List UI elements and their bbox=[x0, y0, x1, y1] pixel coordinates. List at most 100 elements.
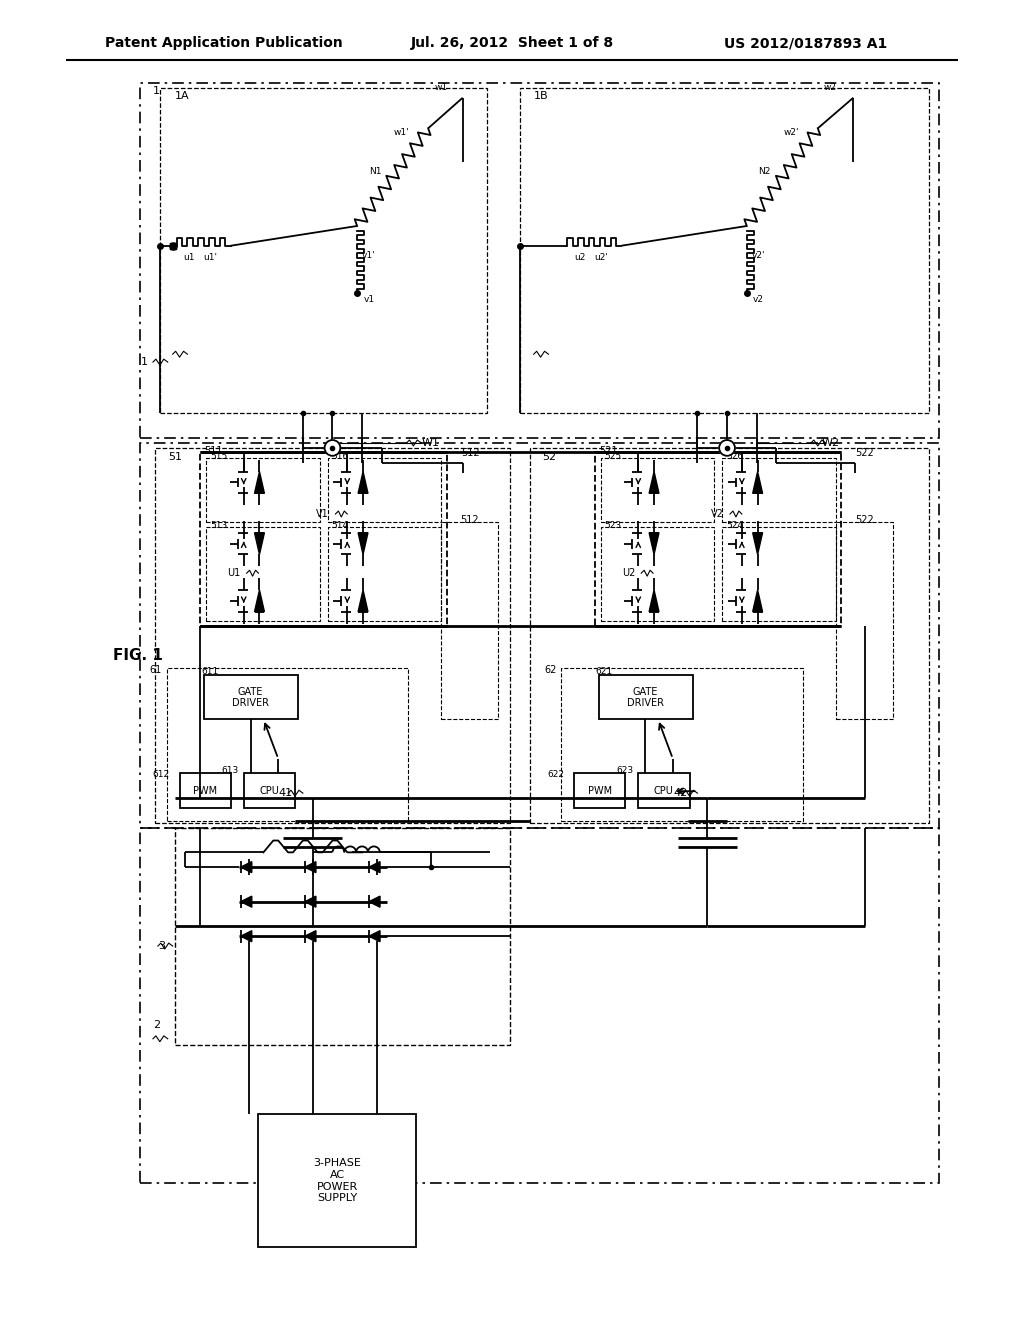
Text: PWM: PWM bbox=[588, 787, 612, 796]
Polygon shape bbox=[753, 590, 763, 611]
Bar bbox=[722, 458, 836, 521]
Text: N2: N2 bbox=[759, 168, 771, 176]
Text: 511: 511 bbox=[204, 446, 223, 455]
Text: 611: 611 bbox=[202, 668, 218, 676]
Circle shape bbox=[325, 440, 340, 455]
Bar bbox=[204, 675, 298, 719]
Bar bbox=[206, 527, 319, 620]
Polygon shape bbox=[255, 533, 264, 554]
Text: V2: V2 bbox=[711, 510, 724, 519]
Text: CPU: CPU bbox=[259, 787, 280, 796]
Bar bbox=[561, 668, 803, 821]
Text: 514: 514 bbox=[332, 521, 348, 531]
Polygon shape bbox=[305, 896, 315, 907]
Polygon shape bbox=[369, 862, 380, 873]
Text: 62: 62 bbox=[544, 665, 556, 675]
Text: w1': w1' bbox=[393, 128, 410, 137]
Text: 523: 523 bbox=[605, 521, 622, 531]
Text: Jul. 26, 2012  Sheet 1 of 8: Jul. 26, 2012 Sheet 1 of 8 bbox=[411, 37, 613, 50]
Bar bbox=[155, 447, 510, 822]
Bar bbox=[529, 447, 929, 822]
Text: 613: 613 bbox=[221, 766, 239, 775]
Text: 515: 515 bbox=[210, 453, 227, 461]
Text: v2: v2 bbox=[753, 296, 764, 305]
Bar bbox=[638, 774, 689, 808]
Text: w2: w2 bbox=[824, 83, 837, 92]
Bar bbox=[244, 774, 295, 808]
Bar bbox=[328, 527, 441, 620]
Bar bbox=[328, 458, 441, 521]
Polygon shape bbox=[753, 533, 763, 554]
Bar bbox=[574, 774, 626, 808]
Polygon shape bbox=[369, 931, 380, 941]
Bar bbox=[140, 83, 939, 438]
Polygon shape bbox=[753, 471, 763, 494]
Bar bbox=[441, 521, 499, 719]
Text: 525: 525 bbox=[605, 453, 622, 461]
Bar bbox=[206, 458, 319, 521]
Text: v2': v2' bbox=[752, 251, 765, 260]
Text: V1: V1 bbox=[316, 510, 329, 519]
Text: W1: W1 bbox=[422, 438, 440, 447]
Bar bbox=[258, 1114, 417, 1247]
Text: 52: 52 bbox=[543, 451, 557, 462]
Bar bbox=[140, 444, 939, 828]
Text: 521: 521 bbox=[599, 446, 617, 455]
Polygon shape bbox=[369, 896, 380, 907]
Text: 41: 41 bbox=[279, 788, 293, 799]
Text: 61: 61 bbox=[150, 665, 162, 675]
Text: u2: u2 bbox=[574, 253, 586, 263]
Text: 51: 51 bbox=[168, 451, 181, 462]
Polygon shape bbox=[305, 931, 315, 941]
Polygon shape bbox=[358, 533, 368, 554]
Text: w1: w1 bbox=[434, 83, 447, 92]
Text: v1': v1' bbox=[362, 251, 376, 260]
Text: PWM: PWM bbox=[194, 787, 217, 796]
Polygon shape bbox=[241, 931, 252, 941]
Text: 513: 513 bbox=[210, 521, 227, 531]
Text: 526: 526 bbox=[726, 453, 743, 461]
Bar bbox=[836, 521, 893, 719]
Text: 1A: 1A bbox=[175, 91, 189, 100]
Bar bbox=[175, 828, 510, 1044]
Text: w2': w2' bbox=[783, 128, 799, 137]
Text: 2: 2 bbox=[153, 1020, 160, 1030]
Text: 42: 42 bbox=[674, 788, 687, 799]
Bar bbox=[140, 828, 939, 1183]
Text: 623: 623 bbox=[616, 766, 633, 775]
Circle shape bbox=[719, 440, 735, 455]
Text: 1B: 1B bbox=[534, 91, 548, 100]
Bar bbox=[595, 451, 842, 627]
Text: 522: 522 bbox=[855, 447, 874, 458]
Text: v1: v1 bbox=[364, 296, 375, 305]
Polygon shape bbox=[649, 471, 659, 494]
Polygon shape bbox=[305, 862, 315, 873]
Bar bbox=[599, 675, 692, 719]
Text: US 2012/0187893 A1: US 2012/0187893 A1 bbox=[724, 37, 888, 50]
Text: u1: u1 bbox=[183, 253, 196, 263]
Polygon shape bbox=[255, 590, 264, 611]
Text: u1': u1' bbox=[203, 253, 217, 263]
Polygon shape bbox=[649, 590, 659, 611]
Polygon shape bbox=[649, 533, 659, 554]
Polygon shape bbox=[255, 471, 264, 494]
Bar bbox=[167, 668, 409, 821]
Text: u2': u2' bbox=[594, 253, 607, 263]
Text: 612: 612 bbox=[153, 770, 170, 779]
Bar bbox=[722, 527, 836, 620]
Text: GATE
DRIVER: GATE DRIVER bbox=[627, 686, 664, 709]
Bar bbox=[520, 88, 929, 413]
Text: 512: 512 bbox=[460, 515, 479, 525]
Bar bbox=[179, 774, 230, 808]
Polygon shape bbox=[241, 862, 252, 873]
Text: 524: 524 bbox=[726, 521, 743, 531]
Text: U2: U2 bbox=[622, 568, 635, 578]
Text: 1: 1 bbox=[141, 358, 148, 367]
Text: 3-PHASE
AC
POWER
SUPPLY: 3-PHASE AC POWER SUPPLY bbox=[313, 1159, 361, 1204]
Bar bbox=[160, 88, 487, 413]
Text: 3: 3 bbox=[158, 941, 165, 952]
Polygon shape bbox=[358, 590, 368, 611]
Polygon shape bbox=[241, 896, 252, 907]
Polygon shape bbox=[358, 471, 368, 494]
Text: GATE
DRIVER: GATE DRIVER bbox=[232, 686, 269, 709]
